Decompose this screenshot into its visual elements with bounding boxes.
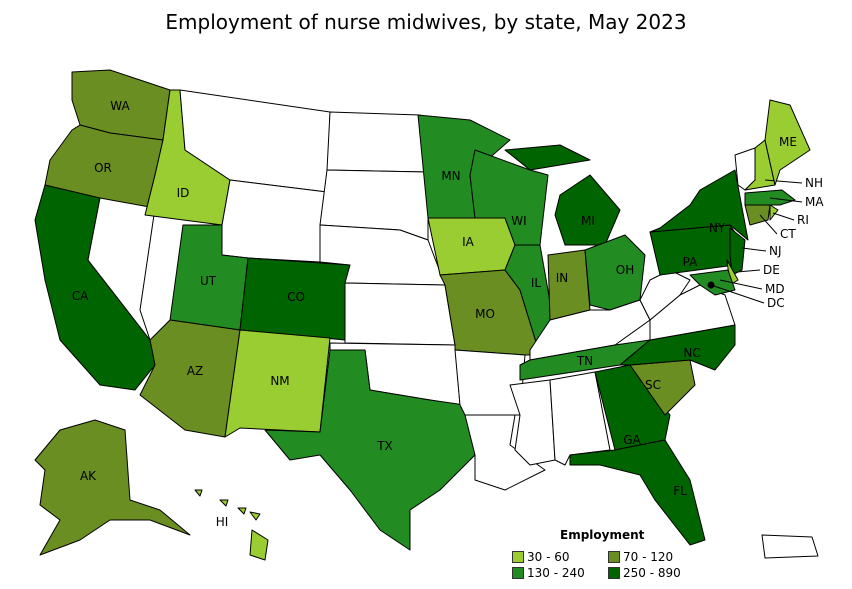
state-nm <box>224 329 331 438</box>
state-mi <box>554 174 621 246</box>
legend-label: 70 - 120 <box>623 550 674 564</box>
state-hi <box>249 511 261 521</box>
state-tx <box>264 349 476 551</box>
state-label-ak: AK <box>80 469 97 483</box>
state-label-tn: TN <box>576 354 593 368</box>
state-nj <box>729 227 746 276</box>
state-label-md: MD <box>765 282 785 296</box>
state-label-mo: MO <box>475 307 495 321</box>
legend-label: 250 - 890 <box>623 566 681 580</box>
callout-line <box>719 279 763 290</box>
state-hi <box>219 499 229 507</box>
state-ct <box>744 204 771 226</box>
state-nd <box>326 111 429 173</box>
state-label-ca: CA <box>72 289 89 303</box>
legend-swatch <box>512 567 524 579</box>
state-label-me: ME <box>779 135 797 149</box>
legend-item: 130 - 240 <box>512 566 608 580</box>
state-label-ut: UT <box>200 274 217 288</box>
state-label-mn: MN <box>441 169 460 183</box>
state-label-de: DE <box>763 263 780 277</box>
callout-line <box>764 179 803 184</box>
legend: Employment 30 - 60 70 - 120 130 - 240 25… <box>512 528 712 580</box>
state-la <box>464 414 546 491</box>
state-az <box>139 319 241 438</box>
legend-swatch <box>608 551 620 563</box>
state-label-dc: DC <box>767 296 785 310</box>
legend-swatch <box>512 551 524 563</box>
legend-label: 130 - 240 <box>527 566 585 580</box>
state-ks <box>344 282 456 346</box>
map-title: Employment of nurse midwives, by state, … <box>165 10 687 34</box>
state-hi <box>237 507 247 515</box>
state-wv <box>639 269 691 321</box>
state-ga <box>594 364 671 451</box>
state-label-ga: GA <box>623 433 641 447</box>
state-label-co: CO <box>287 290 305 304</box>
legend-item: 250 - 890 <box>608 566 704 580</box>
state-wy <box>221 179 328 263</box>
state-in <box>547 249 591 321</box>
state-label-oh: OH <box>616 263 634 277</box>
legend-item: 70 - 120 <box>608 550 704 564</box>
state-mi <box>504 144 591 171</box>
state-hi <box>194 489 203 497</box>
callout-line <box>741 247 767 252</box>
state-label-nj: NJ <box>769 244 782 258</box>
callout-line <box>736 269 761 273</box>
state-hi <box>249 529 269 561</box>
state-label-nm: NM <box>270 374 289 388</box>
state-label-mi: MI <box>581 214 595 228</box>
state-label-ia: IA <box>462 235 475 249</box>
state-ak <box>34 419 191 556</box>
callout-line <box>759 214 778 235</box>
state-label-nc: NC <box>683 346 700 360</box>
state-label-hi: HI <box>216 515 229 529</box>
state-label-sc: SC <box>645 378 661 392</box>
state-ma <box>744 189 796 206</box>
state-label-wa: WA <box>110 99 130 113</box>
legend-title: Employment <box>560 528 645 542</box>
callout-line <box>769 197 803 203</box>
state-ny <box>649 169 749 241</box>
state-label-az: AZ <box>187 364 203 378</box>
state-pr <box>761 534 819 559</box>
state-label-wi: WI <box>511 214 526 228</box>
state-label-tx: TX <box>376 439 393 453</box>
state-ri <box>769 204 779 221</box>
legend-swatch <box>608 567 620 579</box>
state-label-id: ID <box>177 186 190 200</box>
state-label-ri: RI <box>797 213 809 227</box>
state-label-il: IL <box>531 276 542 290</box>
state-label-ny: NY <box>709 221 726 235</box>
state-label-fl: FL <box>673 484 687 498</box>
state-label-nh: NH <box>805 176 823 190</box>
state-me <box>764 99 811 186</box>
legend-label: 30 - 60 <box>527 550 570 564</box>
state-fl <box>569 439 706 546</box>
state-ar <box>454 349 526 416</box>
callout-line <box>710 284 765 304</box>
state-nv <box>87 197 156 341</box>
callout-line <box>772 212 795 221</box>
state-label-or: OR <box>94 161 112 175</box>
state-ms <box>509 379 556 466</box>
state-label-ct: CT <box>780 227 796 241</box>
legend-item: 30 - 60 <box>512 550 608 564</box>
state-label-pa: PA <box>683 255 698 269</box>
state-label-in: IN <box>556 271 569 285</box>
state-label-ma: MA <box>805 195 824 209</box>
